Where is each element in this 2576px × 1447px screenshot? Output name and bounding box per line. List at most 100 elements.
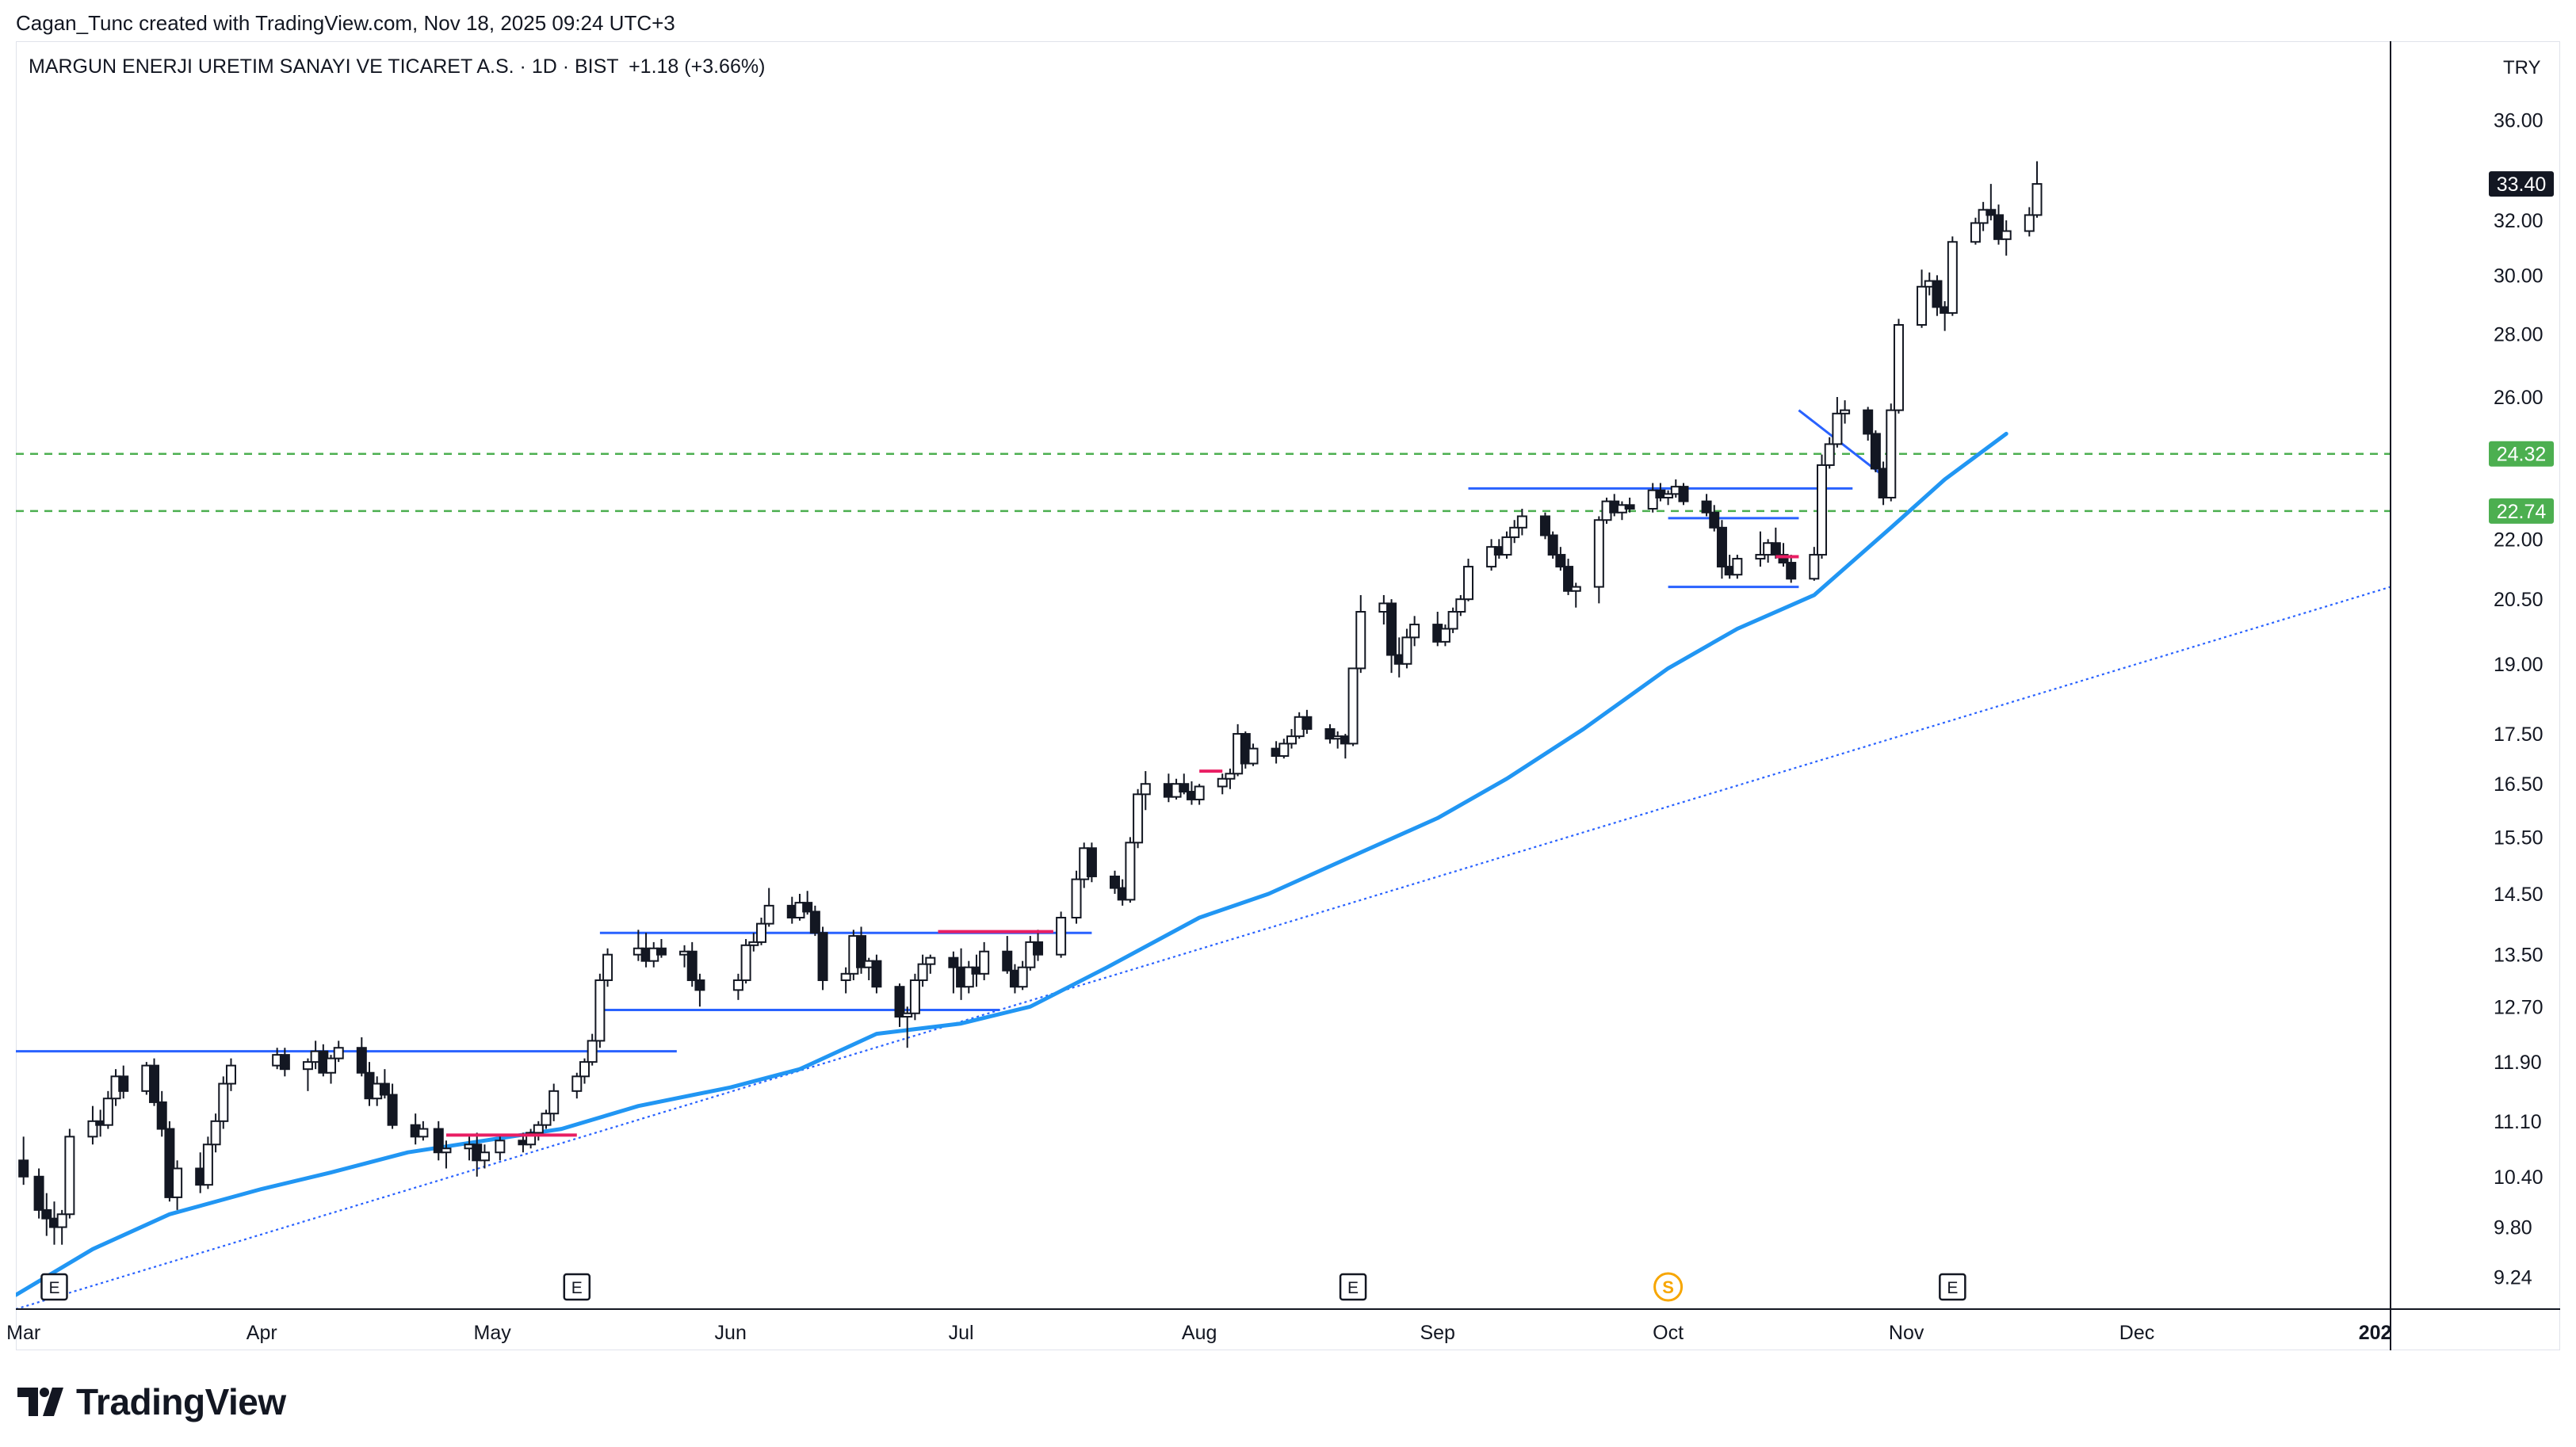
candle xyxy=(1555,547,1566,571)
price-tick-label: 30.00 xyxy=(2494,265,2544,287)
candle xyxy=(1624,497,1635,513)
candle xyxy=(1086,842,1097,883)
candle xyxy=(1563,559,1574,595)
candle-down-body xyxy=(279,1054,290,1071)
candle-up-body xyxy=(1893,323,1904,411)
candle-down-body xyxy=(387,1094,398,1126)
candle-up-body xyxy=(218,1082,229,1122)
candle-up-body xyxy=(1347,667,1359,745)
candle-up-body xyxy=(1217,777,1228,788)
candle-up-body xyxy=(979,950,990,975)
candle xyxy=(64,1128,75,1219)
price-tick-label: 36.00 xyxy=(2494,110,2544,132)
candle xyxy=(1840,400,1851,424)
earnings-event-label: E xyxy=(571,1279,583,1297)
candle xyxy=(1986,184,1997,221)
price-tick-label: 32.00 xyxy=(2494,210,2544,232)
price-tick-label: 14.50 xyxy=(2494,884,2544,906)
candle xyxy=(302,1058,313,1091)
candle xyxy=(1917,269,1928,328)
candle xyxy=(225,1058,236,1091)
candle xyxy=(387,1083,398,1129)
symbol-legend[interactable]: MARGUN ENERJI URETIM SANAYI VE TICARET A… xyxy=(29,55,765,78)
candle-up-body xyxy=(87,1120,98,1138)
candle-up-body xyxy=(917,963,928,981)
earnings-event-marker xyxy=(40,1273,68,1301)
candle-up-body xyxy=(1817,464,1828,556)
candle-up-body xyxy=(333,1047,344,1059)
candle-up-body xyxy=(1194,785,1205,800)
candle xyxy=(218,1076,229,1129)
candle-down-body xyxy=(1301,716,1313,730)
candle xyxy=(1593,516,1604,604)
candle-up-body xyxy=(202,1143,213,1186)
candle xyxy=(1817,454,1828,559)
candle xyxy=(694,973,705,1007)
candle xyxy=(333,1040,344,1063)
earnings-event-label: E xyxy=(1347,1279,1359,1297)
candle xyxy=(118,1065,129,1099)
candle-up-body xyxy=(732,979,743,991)
candle-down-body xyxy=(41,1208,52,1220)
candle xyxy=(156,1090,167,1137)
price-tick-label: 11.10 xyxy=(2494,1111,2542,1133)
candle-up-body xyxy=(326,1057,337,1074)
candle xyxy=(1870,430,1881,472)
candle-down-body xyxy=(1678,486,1689,502)
candle xyxy=(1678,483,1689,506)
candle-up-body xyxy=(1501,536,1512,556)
candle xyxy=(748,933,759,952)
split-event-label: S xyxy=(1662,1277,1674,1297)
candle-down-body xyxy=(18,1159,29,1178)
earnings-event-label: E xyxy=(48,1279,59,1297)
price-tick-label: 19.00 xyxy=(2494,654,2544,676)
candle-up-body xyxy=(1486,546,1497,568)
candle xyxy=(87,1105,98,1145)
candle xyxy=(1217,773,1228,795)
candle xyxy=(925,954,936,974)
ema-line xyxy=(16,431,2008,1297)
candle xyxy=(1947,236,1958,316)
candle-up-body xyxy=(579,1061,590,1078)
candle-up-body xyxy=(2031,183,2043,216)
candle xyxy=(871,954,882,994)
candle-up-body xyxy=(102,1098,113,1126)
candle xyxy=(740,938,751,984)
candle-up-body xyxy=(1970,222,1981,243)
candle xyxy=(1501,531,1512,559)
candle-up-body xyxy=(56,1213,67,1228)
candle-down-body xyxy=(948,956,959,968)
candle-up-body xyxy=(1886,409,1897,498)
candle-up-body xyxy=(1409,624,1420,639)
candle xyxy=(894,983,905,1027)
candle-up-body xyxy=(1140,783,1151,796)
candle-up-body xyxy=(1917,285,1928,326)
candle xyxy=(809,905,820,937)
candle-up-body xyxy=(1355,611,1366,670)
candle xyxy=(1447,607,1458,633)
candle-up-body xyxy=(1840,409,1851,414)
candle xyxy=(541,1109,552,1129)
candle-up-body xyxy=(1401,636,1412,665)
candle xyxy=(1194,784,1205,805)
candle xyxy=(1071,870,1082,924)
time-tick-label: Nov xyxy=(1889,1322,1924,1344)
tradingview-logo[interactable]: TradingView xyxy=(17,1380,286,1423)
candle xyxy=(1732,555,1743,579)
candle-down-body xyxy=(1547,534,1558,556)
candle-down-body xyxy=(1086,847,1097,877)
candle xyxy=(594,973,606,1048)
candle-up-body xyxy=(1824,443,1835,466)
candle-down-body xyxy=(894,986,905,1018)
candle-up-body xyxy=(210,1120,221,1146)
candle-down-body xyxy=(1002,950,1013,972)
candle xyxy=(1539,512,1550,540)
candle-up-body xyxy=(1439,628,1450,643)
level-label-text: 22.74 xyxy=(2497,501,2547,523)
time-tick-label: May xyxy=(474,1322,512,1344)
currency-label[interactable]: TRY xyxy=(2503,57,2541,78)
level-label-text: 24.32 xyxy=(2497,444,2547,466)
trend-line xyxy=(16,586,2391,1309)
price-tick-label: 15.50 xyxy=(2494,827,2544,849)
